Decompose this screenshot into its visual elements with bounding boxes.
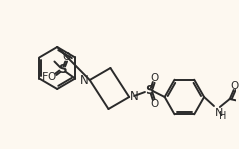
Text: O: O [151, 73, 159, 83]
Text: N: N [215, 108, 223, 118]
Text: S: S [145, 84, 153, 97]
Text: S: S [58, 63, 66, 76]
Text: O: O [47, 72, 56, 82]
Text: F: F [42, 72, 49, 82]
Text: N: N [80, 73, 89, 87]
Text: N: N [130, 90, 139, 104]
Text: O: O [62, 52, 70, 62]
Text: O: O [151, 99, 159, 109]
Text: O: O [231, 81, 239, 91]
Text: H: H [219, 111, 226, 121]
